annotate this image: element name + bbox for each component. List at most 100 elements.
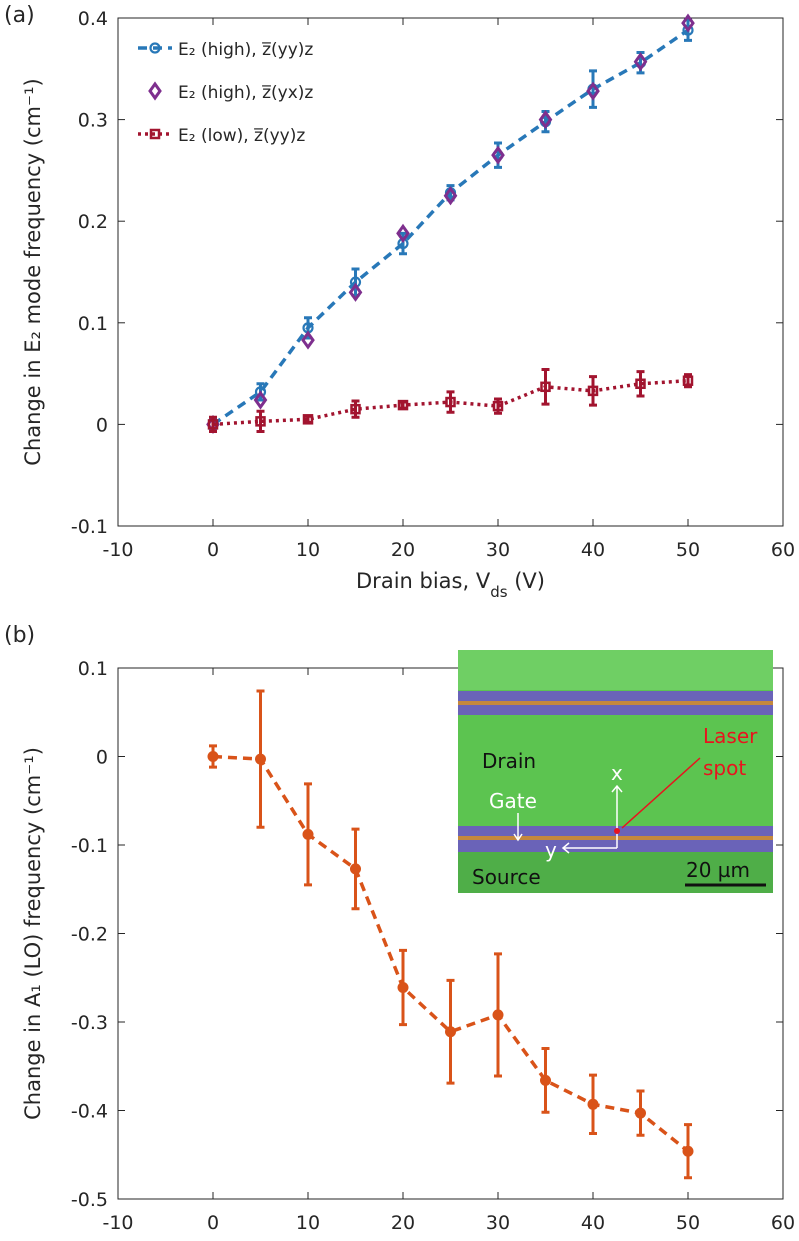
x-axis-label-part: ds [490, 583, 508, 601]
error-bar [256, 409, 265, 434]
marker [445, 1026, 456, 1038]
marker [445, 396, 456, 408]
marker [492, 400, 504, 412]
marker [491, 145, 505, 165]
marker [492, 1009, 504, 1021]
marker [348, 282, 363, 302]
inset-label: Source [472, 865, 541, 889]
y-tick-label: -0.1 [71, 516, 108, 538]
axis-arrow [561, 842, 617, 854]
y-tick-label: 0 [96, 747, 108, 769]
x-tick-label: 20 [391, 539, 415, 561]
marker [681, 13, 695, 33]
marker [302, 828, 314, 840]
marker [301, 330, 315, 350]
y-tick-label: 0.1 [78, 658, 108, 680]
y-tick-label: 0.4 [78, 8, 108, 30]
x-tick-label: 30 [486, 539, 510, 561]
x-tick-label: 40 [581, 539, 605, 561]
inset-label: spot [703, 756, 746, 780]
x-tick-label: 0 [207, 1212, 219, 1234]
marker [350, 863, 361, 875]
y-tick-label: 0.1 [78, 313, 108, 335]
error-bar [636, 370, 645, 398]
marker [302, 414, 314, 425]
inset-band [458, 691, 773, 701]
marker [254, 386, 267, 398]
marker [443, 186, 458, 206]
x-tick-label: 60 [771, 1212, 795, 1234]
marker [396, 223, 410, 243]
marker [540, 1074, 551, 1086]
x-tick-label: 50 [676, 539, 700, 561]
y-tick-label: -0.2 [71, 924, 108, 946]
marker [255, 753, 266, 765]
inset-label: y [545, 838, 557, 862]
legend-label: E₂ (low), z̅(yy)z [178, 126, 305, 146]
laser-spot [614, 828, 620, 834]
gate-arrow [513, 813, 523, 842]
inset-band [458, 650, 773, 690]
inset-band [458, 705, 773, 715]
marker [586, 81, 600, 101]
x-tick-label: 0 [207, 539, 219, 561]
marker [682, 1145, 694, 1157]
marker [635, 1107, 646, 1119]
panel-label: (b) [4, 623, 35, 648]
marker [682, 24, 694, 36]
marker [397, 981, 409, 993]
inset-band [458, 701, 773, 705]
x-tick-label: 50 [676, 1212, 700, 1234]
x-tick-label: 40 [581, 1212, 605, 1234]
marker [207, 751, 219, 762]
plot-frame [117, 17, 784, 527]
y-tick-label: -0.5 [71, 1189, 108, 1211]
marker [635, 378, 646, 390]
marker [633, 52, 648, 72]
marker [207, 419, 219, 430]
legend-label: E₂ (high), z̅(yy)z [178, 40, 313, 60]
x-tick-label: -10 [102, 539, 133, 561]
inset-band [458, 836, 773, 840]
marker [587, 385, 599, 397]
y-tick-label: -0.3 [71, 1012, 108, 1034]
y-tick-label: 0 [96, 414, 108, 436]
marker [255, 416, 266, 427]
inset-band [458, 840, 773, 852]
marker [149, 128, 161, 140]
inset-label: Drain [482, 749, 536, 773]
marker [149, 42, 161, 54]
marker [538, 110, 553, 130]
x-tick-label: 60 [771, 539, 795, 561]
y-tick-label: -0.1 [71, 835, 108, 857]
inset-label: 20 µm [686, 858, 750, 882]
y-axis-label: Change in A₁ (LO) frequency (cm⁻¹) [21, 747, 45, 1120]
marker [682, 375, 694, 386]
y-tick-label: 0.3 [78, 110, 108, 132]
y-axis-label: Change in E₂ mode frequency (cm⁻¹) [21, 78, 45, 465]
x-axis-label-part: Drain bias, V [356, 569, 491, 593]
x-tick-label: 10 [296, 1212, 320, 1234]
x-tick-label: 30 [486, 1212, 510, 1234]
x-tick-label: -10 [102, 1212, 133, 1234]
x-tick-label: 10 [296, 539, 320, 561]
x-axis-label: Drain bias, Vds (V) [356, 569, 545, 601]
legend-label: E₂ (high), z̅(yx)z [178, 83, 313, 103]
marker [253, 390, 268, 410]
axis-arrow [611, 784, 623, 848]
y-tick-label: -0.4 [71, 1101, 108, 1123]
y-tick-label: 0.2 [78, 211, 108, 233]
series-line [212, 378, 689, 427]
inset-label: x [611, 761, 623, 785]
error-bar [399, 231, 407, 256]
panel-label: (a) [4, 3, 35, 28]
laser-arrow [621, 757, 701, 829]
marker [540, 381, 551, 393]
x-axis-label-part: (V) [508, 569, 545, 593]
inset-label: Gate [489, 789, 537, 813]
marker [148, 81, 162, 101]
series-line [212, 754, 690, 1153]
marker [397, 399, 409, 411]
series-line [212, 28, 689, 426]
